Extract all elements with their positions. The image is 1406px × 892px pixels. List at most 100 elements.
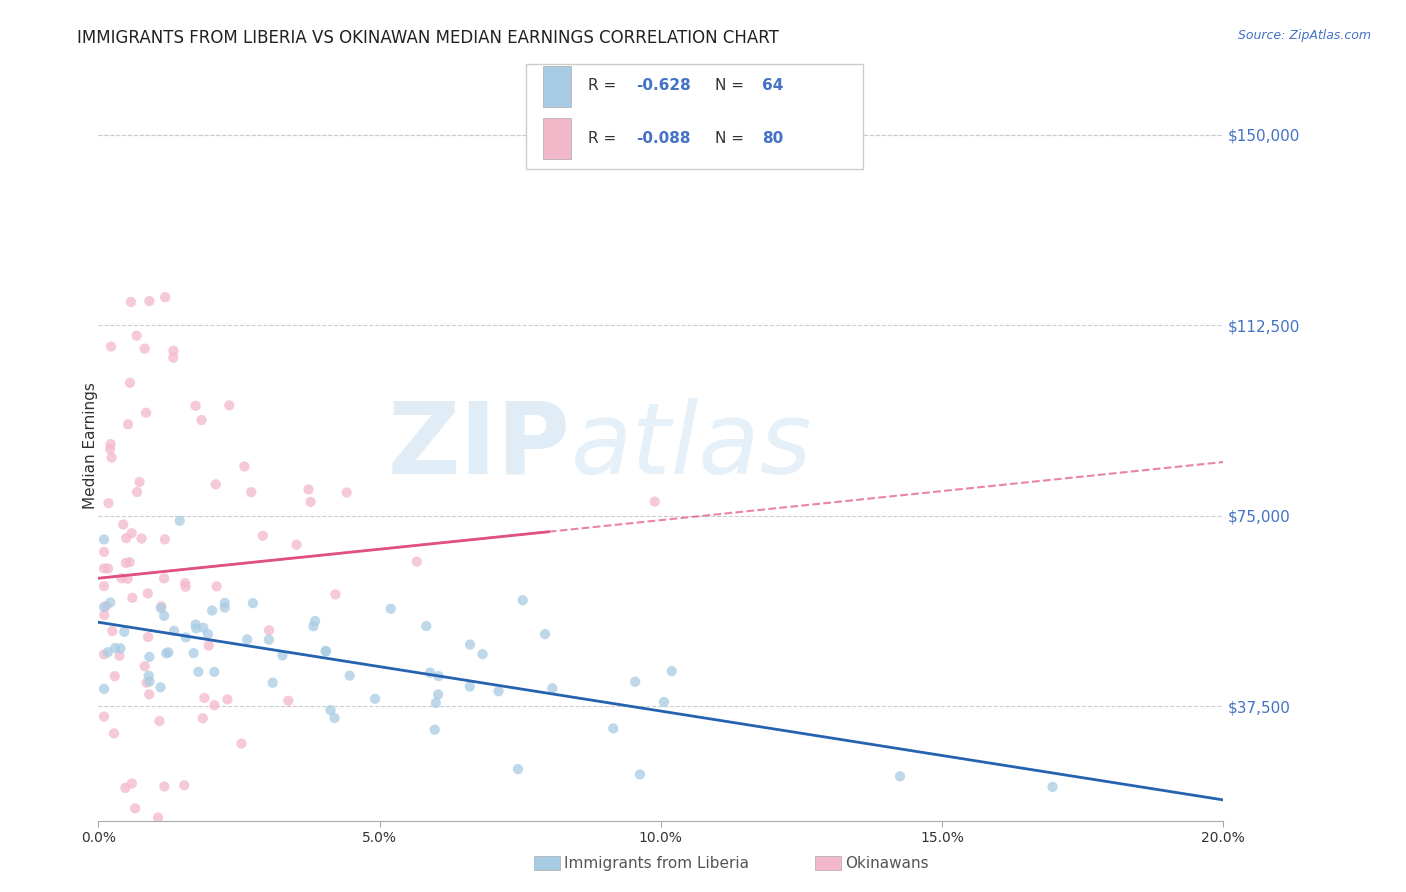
- Point: [339, 668, 361, 682]
- Point: [184, 617, 207, 632]
- Point: [174, 576, 197, 591]
- Point: [197, 639, 219, 653]
- Point: [285, 538, 308, 552]
- Point: [131, 532, 153, 546]
- Point: [114, 556, 136, 570]
- Point: [193, 621, 215, 635]
- Text: Okinawans: Okinawans: [845, 855, 928, 871]
- Point: [138, 669, 160, 683]
- Point: [174, 580, 197, 594]
- Point: [121, 526, 143, 541]
- Point: [93, 681, 115, 696]
- Point: [315, 644, 337, 658]
- Point: [115, 531, 138, 545]
- Point: [242, 596, 264, 610]
- Point: [136, 630, 159, 644]
- Point: [138, 649, 160, 664]
- Point: [93, 607, 115, 622]
- Point: [423, 723, 446, 737]
- FancyBboxPatch shape: [543, 118, 571, 159]
- Point: [153, 608, 176, 623]
- Point: [93, 561, 115, 575]
- Point: [240, 485, 263, 500]
- Point: [97, 561, 120, 575]
- Point: [93, 600, 115, 615]
- Point: [153, 533, 176, 547]
- Point: [93, 648, 115, 662]
- Text: R =: R =: [588, 131, 621, 145]
- Text: -0.628: -0.628: [636, 78, 690, 94]
- Point: [104, 640, 127, 655]
- Point: [204, 477, 226, 491]
- Point: [124, 801, 146, 815]
- Point: [191, 711, 214, 725]
- Text: N =: N =: [714, 131, 748, 145]
- Text: atlas: atlas: [571, 398, 813, 494]
- Point: [138, 674, 160, 689]
- Point: [114, 780, 136, 795]
- Point: [297, 483, 319, 497]
- Point: [190, 413, 212, 427]
- Point: [534, 627, 557, 641]
- FancyBboxPatch shape: [526, 64, 863, 169]
- Point: [193, 690, 215, 705]
- Point: [153, 290, 176, 304]
- Point: [93, 709, 115, 723]
- Point: [97, 645, 120, 659]
- Point: [231, 737, 253, 751]
- Point: [118, 555, 141, 569]
- Point: [112, 826, 135, 840]
- Point: [512, 593, 534, 607]
- Text: IMMIGRANTS FROM LIBERIA VS OKINAWAN MEDIAN EARNINGS CORRELATION CHART: IMMIGRANTS FROM LIBERIA VS OKINAWAN MEDI…: [77, 29, 779, 46]
- Point: [153, 780, 176, 794]
- Point: [125, 485, 148, 500]
- Point: [117, 572, 139, 586]
- Point: [100, 437, 122, 451]
- Point: [121, 776, 143, 790]
- Point: [110, 641, 132, 656]
- Point: [262, 675, 284, 690]
- Point: [425, 696, 447, 710]
- Point: [364, 691, 387, 706]
- Point: [112, 517, 135, 532]
- Point: [380, 602, 402, 616]
- Point: [405, 555, 427, 569]
- Point: [155, 646, 177, 660]
- FancyBboxPatch shape: [543, 65, 571, 107]
- Point: [112, 624, 135, 639]
- Point: [135, 406, 157, 420]
- Point: [138, 687, 160, 701]
- Point: [218, 398, 240, 412]
- Point: [252, 529, 274, 543]
- Point: [153, 571, 176, 585]
- Point: [169, 514, 191, 528]
- Point: [148, 714, 170, 728]
- Point: [93, 533, 115, 547]
- Point: [134, 342, 156, 356]
- Point: [162, 351, 184, 365]
- Point: [162, 343, 184, 358]
- Point: [602, 722, 624, 736]
- Point: [427, 669, 450, 683]
- Point: [100, 340, 122, 354]
- Point: [427, 688, 450, 702]
- Point: [112, 838, 135, 853]
- Point: [108, 648, 131, 663]
- Point: [458, 638, 481, 652]
- Point: [100, 450, 122, 465]
- Point: [93, 545, 115, 559]
- Point: [277, 694, 299, 708]
- Point: [120, 294, 142, 309]
- Point: [471, 647, 494, 661]
- Point: [125, 328, 148, 343]
- Text: N =: N =: [714, 78, 748, 94]
- Point: [214, 596, 236, 610]
- Point: [319, 703, 342, 717]
- Point: [271, 648, 294, 663]
- Text: Source: ZipAtlas.com: Source: ZipAtlas.com: [1237, 29, 1371, 42]
- Point: [628, 767, 651, 781]
- Point: [302, 619, 325, 633]
- Text: R =: R =: [588, 78, 621, 94]
- Point: [315, 644, 337, 658]
- Point: [98, 442, 121, 456]
